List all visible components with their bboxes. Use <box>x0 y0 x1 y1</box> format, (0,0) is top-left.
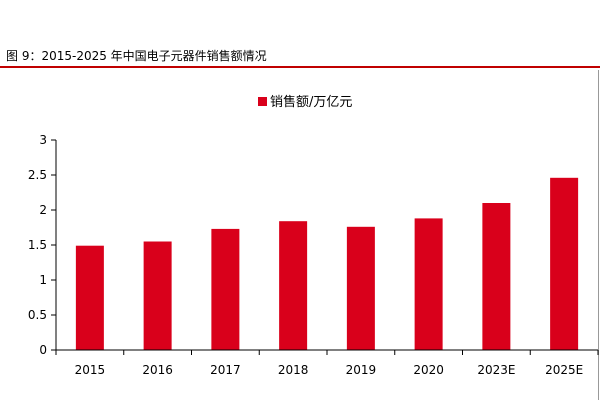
x-axis: 2015 2016 2017 2018 2019 2020 2023E 2025E <box>55 349 599 377</box>
bar <box>550 177 579 350</box>
x-tick-label: 2017 <box>210 363 241 377</box>
y-tick-label: 1.5 <box>28 238 47 252</box>
bar <box>414 218 443 350</box>
legend-label: 销售额/万亿元 <box>270 94 352 110</box>
x-tick-label: 2019 <box>346 363 377 377</box>
bar <box>482 203 511 350</box>
bar <box>75 245 104 350</box>
legend-swatch <box>258 97 267 106</box>
x-tick-label: 2020 <box>413 363 444 377</box>
y-axis: 0 0.5 1 1.5 2 2.5 3 <box>28 133 57 357</box>
bar <box>143 241 172 350</box>
x-tick-label: 2016 <box>142 363 173 377</box>
bar <box>211 228 240 350</box>
y-tick-label: 3 <box>39 133 47 147</box>
figure-title: 图 9：2015-2025 年中国电子元器件销售额情况 <box>6 49 267 63</box>
y-tick-label: 0.5 <box>28 308 47 322</box>
x-tick-label: 2015 <box>75 363 106 377</box>
legend: 销售额/万亿元 <box>258 94 352 110</box>
y-tick-label: 1 <box>39 273 47 287</box>
bar <box>346 226 375 350</box>
x-tick-label: 2018 <box>278 363 309 377</box>
title-rule <box>0 66 600 68</box>
y-tick-label: 0 <box>39 343 47 357</box>
y-tick-label: 2 <box>39 203 47 217</box>
frame-border <box>598 70 599 400</box>
x-tick-label: 2025E <box>545 363 583 377</box>
bar <box>279 221 308 350</box>
bars <box>75 177 579 350</box>
x-tick-label: 2023E <box>477 363 515 377</box>
y-tick-label: 2.5 <box>28 168 47 182</box>
